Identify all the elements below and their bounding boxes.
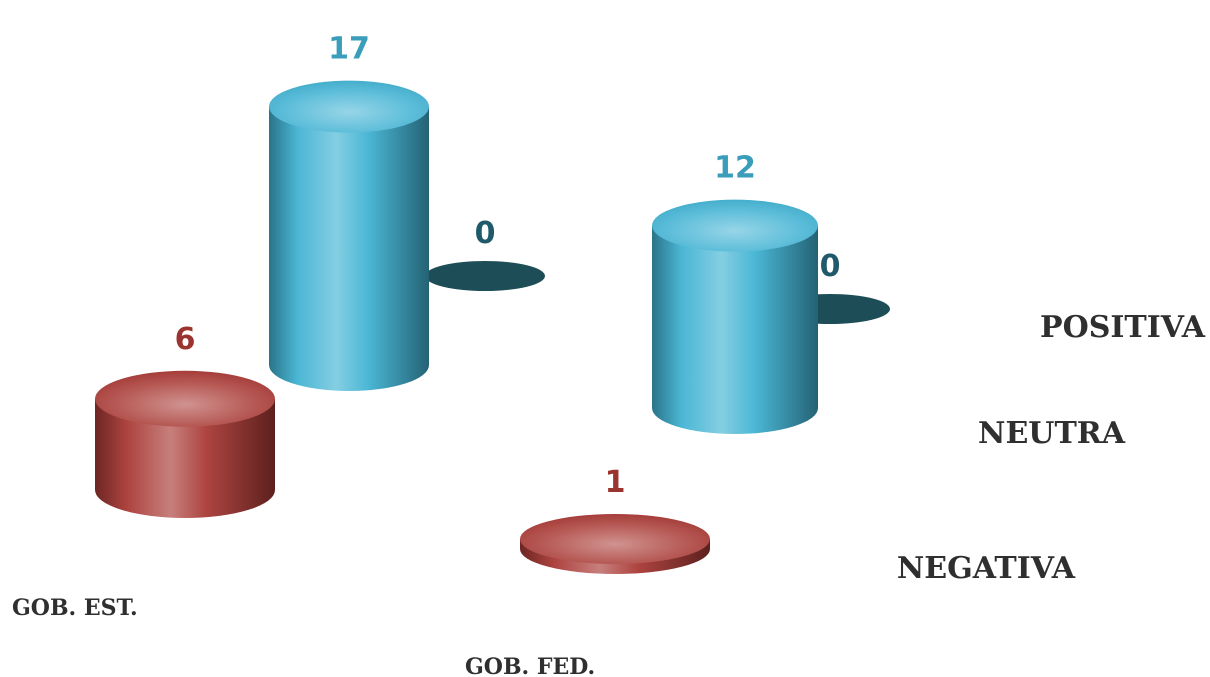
legend-label-negativa: NEGATIVA (897, 551, 1076, 586)
legend-label-positiva: POSITIVA (1040, 310, 1206, 345)
bar-neutra-gob-est (425, 261, 545, 291)
bar-positiva-gob-fed (652, 199, 818, 434)
bar-negativa-gob-fed (520, 514, 710, 574)
value-label-positiva-gob-est: 17 (328, 32, 370, 67)
value-label-neutra-gob-fed: 0 (820, 249, 841, 284)
value-label-positiva-gob-fed: 12 (714, 151, 756, 186)
value-label-neutra-gob-est: 0 (475, 216, 496, 251)
bar-positiva-gob-est (269, 80, 429, 391)
category-label-gob-fed: GOB. FED. (465, 654, 595, 677)
bar-negativa-gob-est (95, 370, 275, 518)
value-label-negativa-gob-fed: 1 (605, 465, 626, 500)
legend-label-neutra: NEUTRA (978, 416, 1126, 451)
value-label-negativa-gob-est: 6 (175, 322, 196, 357)
category-label-gob-est: GOB. EST. (12, 595, 138, 621)
